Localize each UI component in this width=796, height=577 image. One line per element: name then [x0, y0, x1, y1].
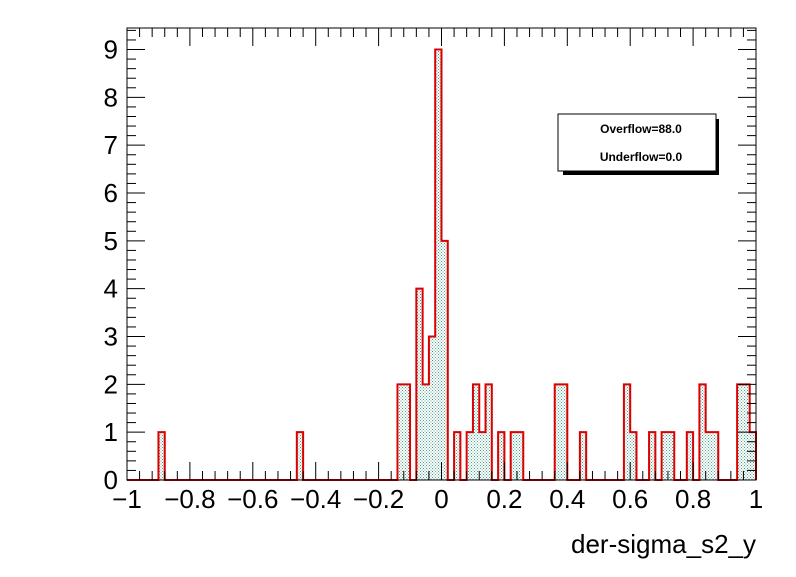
y-tick-label: 5: [104, 226, 118, 256]
y-tick-label: 8: [104, 82, 118, 112]
x-tick-label: 0: [434, 484, 448, 514]
histogram-bar: [416, 288, 423, 480]
histogram-bar: [561, 384, 568, 480]
y-tick-label: 3: [104, 322, 118, 352]
x-tick-label: −0.8: [164, 484, 215, 514]
histogram-bar: [579, 432, 587, 480]
histogram-bar: [667, 432, 675, 480]
histogram-bar: [554, 384, 562, 480]
histogram-bar: [630, 432, 637, 480]
x-tick-label: 0.8: [675, 484, 711, 514]
stats-box: Overflow=88.0 Underflow=0.0: [557, 113, 719, 175]
histogram-bar: [649, 432, 656, 480]
y-tick-label: 4: [104, 274, 118, 304]
x-axis-tick-labels: −1 −0.8 −0.6 −0.4 −0.2 0 0.2 0.4 0.6 0.8 1: [112, 484, 763, 514]
histogram-bar: [403, 384, 411, 480]
y-tick-label: 0: [104, 465, 118, 495]
y-tick-label: 1: [104, 417, 118, 447]
histogram-bar: [516, 432, 524, 480]
histogram-bar: [661, 432, 668, 480]
x-tick-label: 0.4: [549, 484, 585, 514]
histogram-bar: [711, 432, 719, 480]
histogram-bar: [623, 384, 631, 480]
x-tick-label: −1: [112, 484, 142, 514]
histogram-bar: [296, 432, 304, 480]
x-axis-title: der-sigma_s2_y: [571, 529, 756, 559]
histogram-bar: [498, 432, 505, 480]
y-tick-label: 9: [104, 35, 118, 65]
x-tick-label: −0.2: [353, 484, 404, 514]
stats-box-panel: [557, 113, 717, 172]
axis-ticks: [126, 28, 757, 481]
histogram-bar: [428, 336, 436, 480]
x-tick-label: 0.2: [486, 484, 522, 514]
y-tick-label: 7: [104, 130, 118, 160]
histogram-bar: [454, 432, 461, 480]
histogram-bar: [472, 384, 480, 480]
y-tick-label: 2: [104, 369, 118, 399]
histogram-bar: [435, 49, 442, 481]
underflow-label: Underflow=0.0: [600, 150, 683, 164]
histogram-bar: [466, 432, 473, 480]
histogram-bar: [479, 432, 486, 480]
histogram-bar: [510, 432, 517, 480]
x-tick-label: −0.6: [227, 484, 278, 514]
histogram-bar: [422, 384, 429, 480]
x-tick-label: −0.4: [290, 484, 341, 514]
histogram-bar: [705, 432, 712, 480]
y-tick-label: 6: [104, 178, 118, 208]
overflow-label: Overflow=88.0: [600, 122, 682, 136]
histogram-bar: [485, 384, 492, 480]
histogram-bar: [699, 384, 706, 480]
y-axis-tick-labels: 0 1 2 3 4 5 6 7 8 9: [104, 35, 118, 495]
x-tick-label: 1: [749, 484, 763, 514]
histogram-bar: [397, 384, 404, 480]
histogram-bar: [158, 432, 165, 480]
histogram-bar: [441, 240, 448, 480]
histogram-bar: [749, 432, 756, 480]
histogram-bar: [686, 432, 694, 480]
x-tick-label: 0.6: [612, 484, 648, 514]
